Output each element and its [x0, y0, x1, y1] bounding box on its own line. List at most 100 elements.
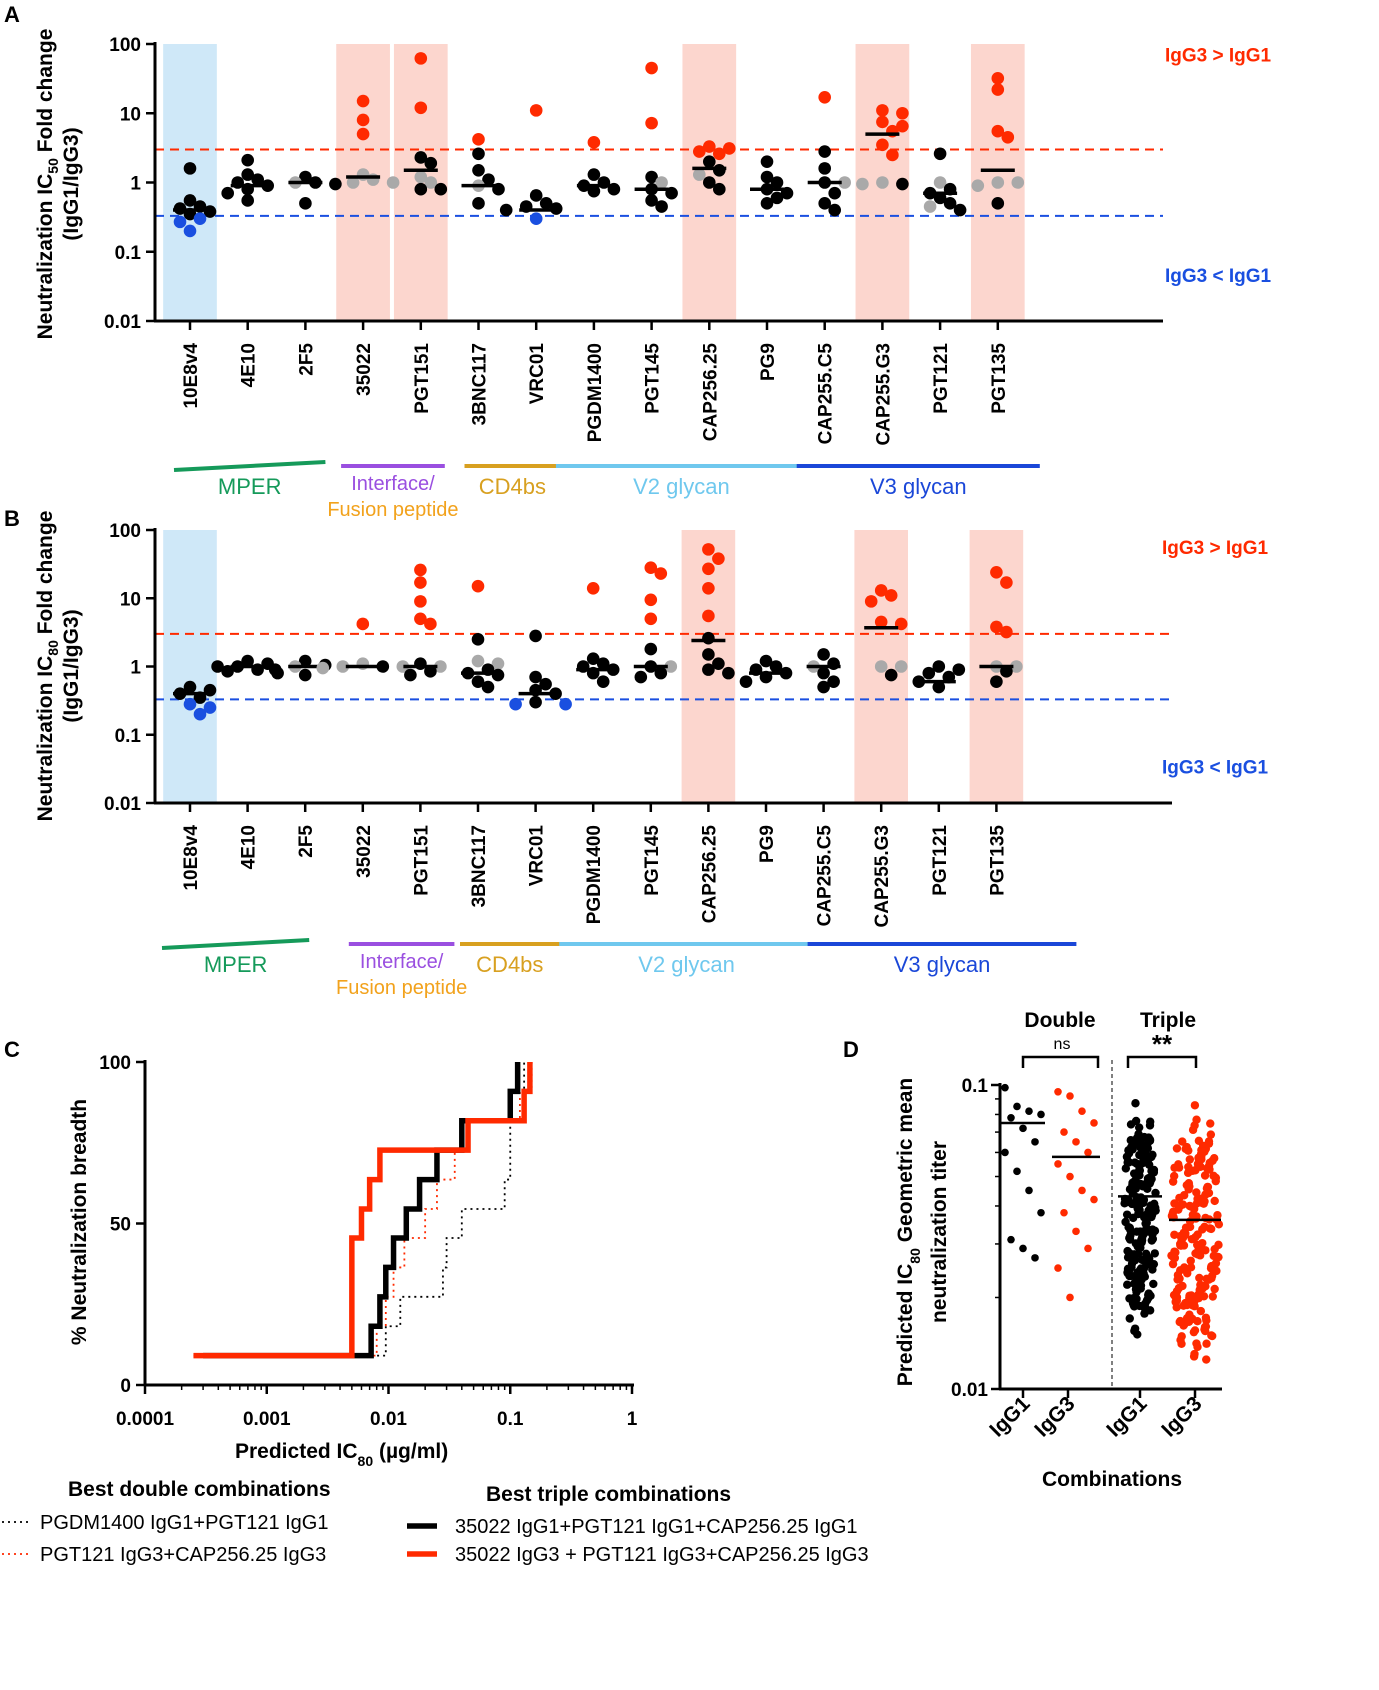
data-point	[1142, 1212, 1152, 1221]
data-point	[596, 675, 610, 688]
data-point	[1174, 1160, 1183, 1169]
data-point	[1185, 1182, 1194, 1191]
data-point	[298, 654, 312, 668]
data-point	[1011, 176, 1025, 189]
data-point	[1019, 1124, 1027, 1133]
y-tick-label: 0.01	[104, 794, 141, 815]
x-tick-label: CAP256.25	[699, 825, 720, 924]
data-point	[712, 657, 725, 670]
data-point	[1090, 1195, 1098, 1204]
data-point	[779, 666, 793, 680]
data-point	[723, 142, 736, 155]
data-point	[664, 660, 678, 673]
data-point	[1025, 1107, 1033, 1116]
data-point	[491, 657, 505, 670]
data-point	[1173, 1275, 1182, 1284]
x-tick-label: PGT145	[643, 343, 664, 414]
data-point	[952, 663, 966, 676]
y-tick-label: 10	[120, 589, 141, 610]
y-tick-label: 0.01	[104, 312, 141, 333]
data-point	[817, 680, 830, 694]
data-point	[1060, 1128, 1068, 1136]
data-point	[299, 170, 312, 184]
data-point	[876, 138, 889, 152]
y-tick-label: 0.1	[115, 243, 142, 264]
data-point	[1001, 1148, 1009, 1157]
data-point	[644, 642, 658, 656]
data-point	[1001, 1083, 1009, 1092]
data-point	[932, 680, 946, 694]
x-tick-label: PG9	[757, 825, 778, 863]
data-point	[990, 620, 1003, 634]
data-point	[241, 153, 254, 167]
data-point	[1078, 1186, 1086, 1195]
x-tick-label: 2F5	[296, 825, 317, 858]
data-point	[1210, 1284, 1219, 1294]
data-point	[386, 176, 400, 189]
data-point	[884, 589, 898, 602]
data-point	[529, 212, 543, 226]
data-point	[1179, 1191, 1189, 1200]
x-tick-label: PGT151	[411, 825, 432, 896]
data-point	[818, 197, 831, 210]
data-point	[828, 203, 841, 217]
data-point	[221, 186, 234, 200]
data-point	[336, 660, 350, 673]
significance-bracket	[1126, 1055, 1198, 1068]
data-point	[1213, 1211, 1222, 1220]
data-point	[896, 119, 909, 133]
data-point	[1192, 1188, 1201, 1197]
group-bar	[161, 938, 310, 950]
data-point	[655, 176, 668, 189]
y-tick-label: 0.01	[951, 1380, 988, 1401]
data-point	[211, 660, 224, 673]
data-point	[932, 660, 946, 673]
data-point	[472, 197, 485, 210]
x-axis-label: Combinations	[1042, 1468, 1182, 1491]
data-point	[471, 654, 485, 668]
data-point	[472, 133, 485, 146]
data-point	[1031, 1254, 1039, 1262]
data-point	[1200, 1171, 1210, 1180]
data-point	[261, 179, 275, 192]
data-point	[894, 660, 908, 673]
data-point	[1195, 1251, 1205, 1260]
data-point	[539, 677, 552, 691]
data-point	[693, 168, 706, 181]
data-point	[886, 148, 899, 162]
x-tick-label: 1	[627, 1409, 638, 1430]
significance-bracket	[1021, 1055, 1100, 1068]
data-point	[655, 200, 668, 213]
data-point	[1007, 1235, 1015, 1244]
data-point	[1172, 1303, 1181, 1312]
data-point	[856, 177, 869, 191]
data-point	[1054, 1264, 1062, 1272]
data-point	[1147, 1174, 1156, 1184]
data-point	[654, 567, 668, 580]
data-point	[586, 652, 600, 666]
data-point	[1190, 1349, 1199, 1359]
group-bar	[173, 460, 326, 472]
group-label-line2: Fusion peptide	[336, 977, 467, 999]
data-point	[702, 648, 715, 661]
legend-double-title: Best double combinations	[68, 1478, 331, 1501]
data-point	[713, 147, 726, 161]
x-tick-label: 0.01	[370, 1409, 407, 1430]
data-point	[559, 697, 572, 711]
data-point	[645, 194, 658, 207]
data-point	[874, 660, 888, 673]
data-point	[1132, 1159, 1142, 1169]
data-point	[424, 156, 438, 170]
data-point	[1019, 1244, 1027, 1253]
data-point	[702, 562, 715, 576]
data-point	[1144, 1258, 1153, 1267]
data-point	[1084, 1244, 1092, 1253]
data-point	[702, 609, 715, 623]
data-point	[268, 663, 282, 676]
data-point	[953, 203, 967, 217]
data-point	[1210, 1196, 1219, 1206]
data-point	[1190, 1101, 1200, 1110]
x-tick-label: 2F5	[296, 343, 317, 376]
data-point	[1013, 1102, 1021, 1111]
data-point	[1125, 1235, 1135, 1244]
